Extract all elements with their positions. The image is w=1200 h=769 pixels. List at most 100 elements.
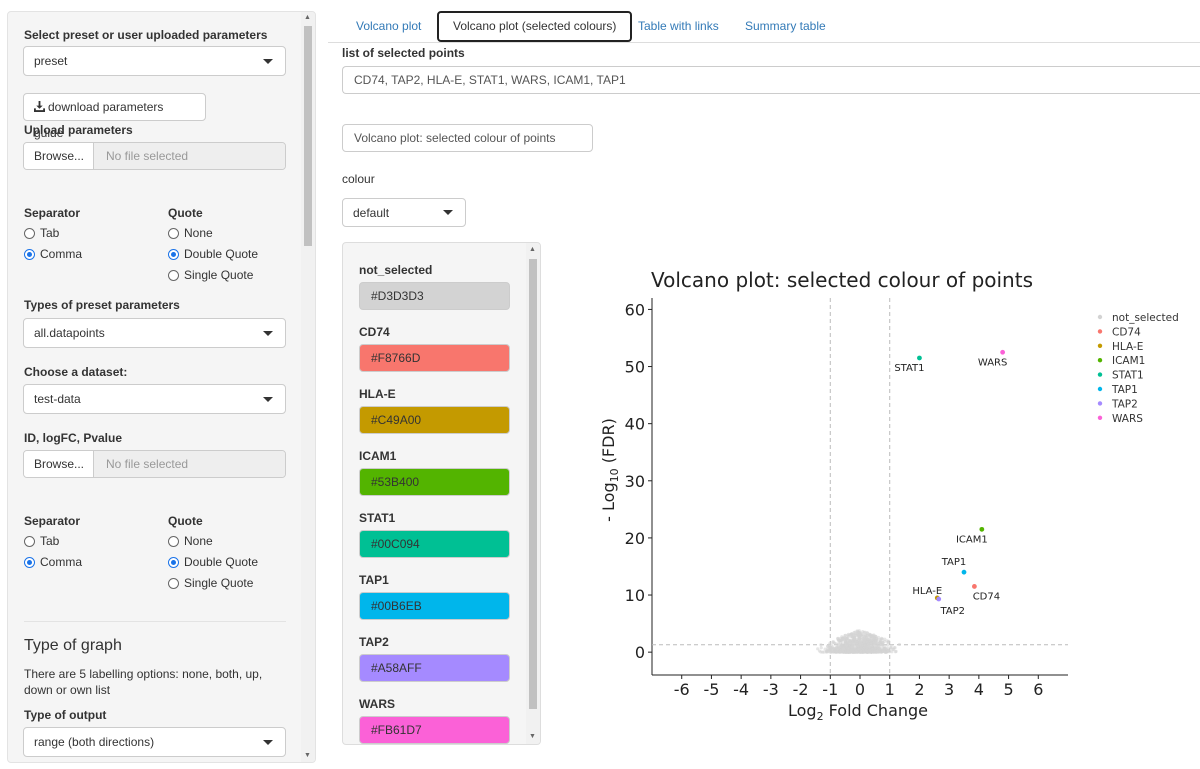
not-selected-point	[836, 636, 840, 640]
colour-swatch-stat1[interactable]: #00C094	[359, 530, 510, 558]
not-selected-point	[894, 649, 898, 653]
radio-circle	[168, 269, 179, 281]
colour-select-value: default	[353, 206, 390, 220]
not-selected-point	[872, 641, 876, 645]
not-selected-point	[853, 635, 857, 640]
colour-swatch-tap2[interactable]: #A58AFF	[359, 654, 510, 682]
x-tick-label: -4	[733, 680, 749, 699]
browse-button[interactable]: Browse...	[24, 143, 94, 169]
radio-sep-tab[interactable]: Tab	[24, 534, 59, 548]
x-tick-label: 6	[1033, 680, 1043, 699]
radio-circle	[24, 535, 35, 547]
y-tick-label: 20	[625, 529, 645, 548]
colour-item-label: CD74	[359, 325, 390, 339]
sidebar-scrollbar[interactable]: ▲ ▼	[301, 12, 315, 762]
x-tick-label: 0	[855, 680, 865, 699]
legend-label: ICAM1	[1112, 355, 1145, 367]
scroll-down-icon[interactable]: ▼	[304, 752, 311, 759]
scroll-down-icon[interactable]: ▼	[529, 733, 536, 740]
scroll-up-icon[interactable]: ▲	[529, 246, 536, 253]
not-selected-point	[840, 647, 844, 651]
tab-volcano-selected-colours[interactable]: Volcano plot (selected colours)	[437, 11, 633, 42]
not-selected-point	[873, 646, 877, 650]
not-selected-point	[881, 640, 885, 645]
x-tick-label: 5	[1003, 680, 1013, 699]
not-selected-point	[885, 639, 889, 643]
radio-quote-none[interactable]: None	[168, 226, 213, 240]
colour-swatch-hla-e[interactable]: #C49A00	[359, 406, 510, 434]
tab-table-with-links[interactable]: Table with links	[638, 19, 719, 33]
legend-label: STAT1	[1112, 370, 1144, 382]
dataset-select[interactable]: test-data	[23, 384, 286, 414]
preset-label: Select preset or user uploaded parameter…	[24, 28, 268, 42]
not-selected-point	[850, 645, 855, 649]
not-selected-point	[829, 643, 834, 648]
download-guide-button[interactable]: download parameters guide	[23, 93, 206, 140]
not-selected-point	[847, 646, 851, 651]
not-selected-point	[871, 647, 875, 651]
not-selected-point	[844, 643, 848, 647]
scrollbar-thumb[interactable]	[304, 26, 312, 246]
x-tick-label: -1	[822, 680, 838, 699]
output-label: Type of output	[24, 708, 107, 722]
colour-swatch-wars[interactable]: #FB61D7	[359, 716, 510, 744]
not-selected-point	[865, 631, 869, 635]
radio-quote-double[interactable]: Double Quote	[168, 555, 258, 569]
not-selected-point	[855, 629, 859, 633]
colour-swatch-icam1[interactable]: #53B400	[359, 468, 510, 496]
radio-label: Single Quote	[184, 576, 254, 590]
x-tick-label: -3	[763, 680, 779, 699]
separator-label: Separator	[24, 514, 81, 528]
colour-swatch-cd74[interactable]: #F8766D	[359, 344, 510, 372]
output-select[interactable]: range (both directions)	[23, 727, 286, 757]
point-cd74	[972, 584, 977, 589]
browse-button[interactable]: Browse...	[24, 451, 94, 477]
sidebar-panel: Select preset or user uploaded parameter…	[7, 11, 316, 763]
point-label: TAP1	[941, 557, 967, 568]
upload-file-input[interactable]: Browse... No file selected	[23, 142, 286, 170]
not-selected-point	[848, 640, 853, 644]
point-icam1	[979, 526, 985, 532]
not-selected-point	[834, 650, 838, 654]
not-selected-point	[880, 637, 885, 641]
colour-item-label: WARS	[359, 697, 395, 711]
radio-sep-comma[interactable]: Comma	[24, 247, 82, 261]
radio-sep-tab[interactable]: Tab	[24, 226, 59, 240]
point-label: TAP2	[939, 606, 965, 617]
plot-title-input[interactable]: Volcano plot: selected colour of points	[342, 124, 593, 152]
radio-quote-single[interactable]: Single Quote	[168, 268, 253, 282]
separator-label: Separator	[24, 206, 81, 220]
colour-swatch-not-selected[interactable]: #D3D3D3	[359, 282, 510, 310]
radio-quote-single[interactable]: Single Quote	[168, 576, 253, 590]
scroll-up-icon[interactable]: ▲	[304, 14, 311, 21]
radio-quote-double[interactable]: Double Quote	[168, 247, 258, 261]
types-label: Types of preset parameters	[24, 298, 180, 312]
tab-summary-table[interactable]: Summary table	[745, 19, 826, 33]
dataset-label: Choose a dataset:	[24, 365, 128, 379]
chevron-down-icon	[443, 210, 453, 215]
y-tick-label: 30	[625, 472, 645, 491]
not-selected-point	[861, 629, 865, 634]
legend-label: HLA-E	[1112, 341, 1143, 353]
colour-select[interactable]: default	[342, 198, 466, 227]
not-selected-point	[886, 643, 890, 647]
point-label: WARS	[978, 357, 1007, 368]
chevron-down-icon	[263, 740, 273, 745]
idfc-file-input[interactable]: Browse... No file selected	[23, 450, 286, 478]
tab-volcano-plot[interactable]: Volcano plot	[356, 19, 422, 33]
types-select-value: all.datapoints	[34, 326, 105, 340]
types-select[interactable]: all.datapoints	[23, 318, 286, 348]
radio-quote-none[interactable]: None	[168, 534, 213, 548]
colour-swatch-tap1[interactable]: #00B6EB	[359, 592, 510, 620]
radio-sep-comma[interactable]: Comma	[24, 555, 82, 569]
scrollbar-thumb[interactable]	[529, 259, 537, 709]
not-selected-point	[837, 645, 841, 650]
colour-item-label: ICAM1	[359, 449, 397, 463]
upload-label: Upload parameters	[24, 123, 133, 137]
not-selected-point	[849, 632, 854, 636]
colour-panel-scrollbar[interactable]: ▲ ▼	[526, 243, 540, 744]
legend-label: TAP2	[1111, 398, 1138, 410]
tab-bar-divider	[328, 42, 1200, 43]
selected-points-input[interactable]: CD74, TAP2, HLA-E, STAT1, WARS, ICAM1, T…	[342, 66, 1200, 94]
preset-select[interactable]: preset	[23, 46, 286, 76]
